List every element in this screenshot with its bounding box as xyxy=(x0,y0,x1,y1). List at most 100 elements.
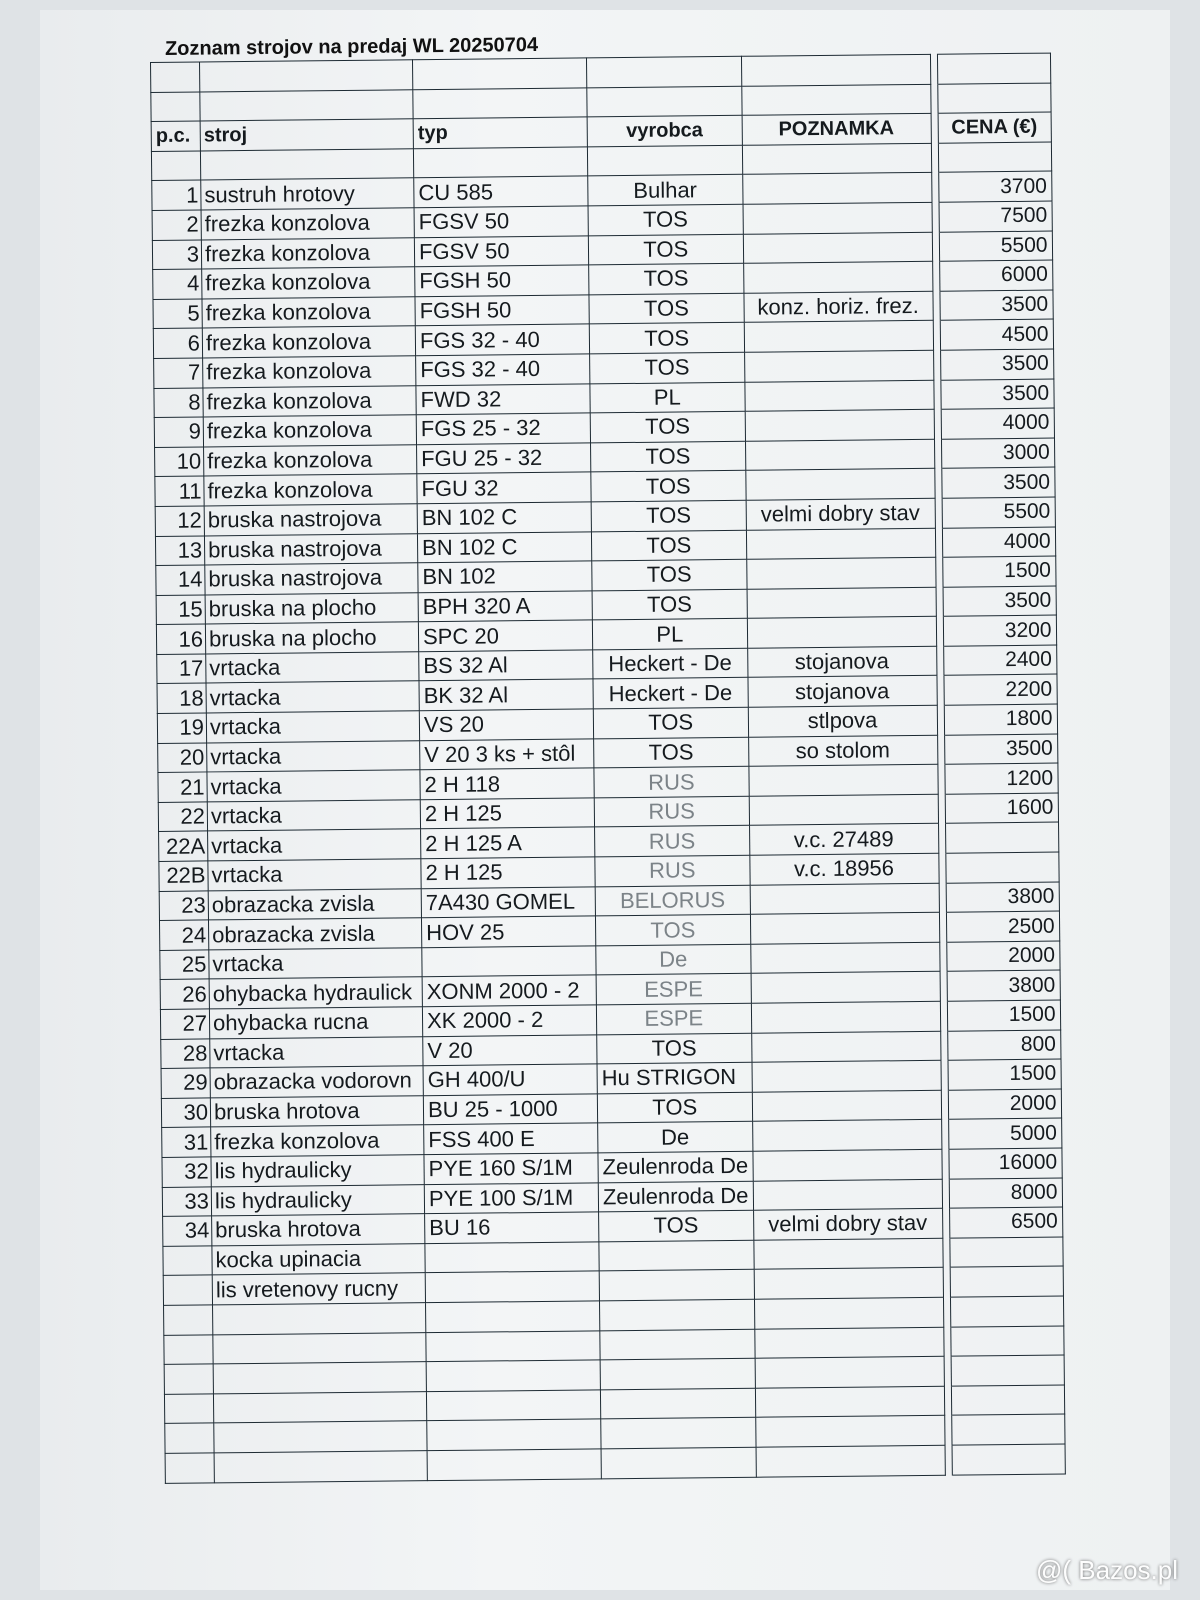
cell-stroj: vrtacka xyxy=(207,858,422,891)
cell-cena: 6500 xyxy=(949,1207,1063,1238)
cell-pc: 24 xyxy=(159,920,209,951)
cell-typ: 2 H 118 xyxy=(419,768,595,800)
cell-pc: 19 xyxy=(157,713,207,744)
cell-pc: 20 xyxy=(157,742,207,773)
cell-stroj: frezka konzolova xyxy=(201,266,415,299)
cell-cena: 5500 xyxy=(938,230,1053,262)
cell-pc: 22 xyxy=(158,801,208,832)
cell-vyrobca: Hu STRIGON xyxy=(597,1062,752,1094)
cell-vyrobca xyxy=(598,1239,754,1272)
cell-cena: 4000 xyxy=(940,408,1055,439)
cell-stroj: frezka konzolova xyxy=(201,296,416,329)
cell-stroj: bruska nastrojova xyxy=(204,503,418,536)
cell-pc: 6 xyxy=(153,328,203,359)
cell-stroj: frezka konzolova xyxy=(210,1125,424,1157)
cell-pc: 33 xyxy=(162,1186,212,1217)
cell-pc: 11 xyxy=(154,476,205,507)
cell-typ: PYE 160 S/1M xyxy=(423,1152,599,1185)
cell-stroj: bruska hrotova xyxy=(210,1095,424,1128)
cell-poznamka: stlpova xyxy=(747,705,938,737)
cell-poznamka xyxy=(752,1119,942,1152)
cell-pc: 16 xyxy=(156,624,206,655)
cell-typ: 2 H 125 xyxy=(420,797,595,830)
cell-typ: V 20 3 ks + stôl xyxy=(419,738,594,770)
cell-vyrobca: TOS xyxy=(590,470,746,502)
cell-poznamka xyxy=(744,350,934,382)
cell-pc: 9 xyxy=(154,417,204,448)
cell-vyrobca: TOS xyxy=(588,293,744,325)
cell-typ: CU 585 xyxy=(413,176,589,208)
cell-typ: PYE 100 S/1M xyxy=(424,1182,599,1214)
cell-vyrobca: TOS xyxy=(595,914,751,946)
cell-cena: 8000 xyxy=(948,1177,1063,1209)
cell-poznamka xyxy=(744,379,934,412)
cell-poznamka xyxy=(750,971,940,1004)
cell-poznamka xyxy=(743,320,934,353)
cell-typ: 2 H 125 xyxy=(420,856,596,889)
cell-stroj: obrazacka zvisla xyxy=(208,888,422,921)
cell-typ: FGSV 50 xyxy=(414,205,589,238)
cell-poznamka: konz. horiz. frez. xyxy=(743,291,933,323)
cell-pc: 17 xyxy=(156,653,207,684)
cell-typ: SPC 20 xyxy=(418,620,593,652)
cell-poznamka: v.c. 18956 xyxy=(749,853,939,885)
cell-stroj: ohybacka hydraulick xyxy=(209,977,423,1009)
cell-cena: 3800 xyxy=(945,881,1059,913)
cell-cena xyxy=(949,1236,1063,1268)
cell-cena: 4000 xyxy=(941,526,1056,558)
header-poznamka: POZNAMKA xyxy=(741,113,931,146)
cell-vyrobca: PL xyxy=(592,618,748,650)
cell-cena: 3500 xyxy=(939,289,1053,321)
cell-vyrobca: TOS xyxy=(593,736,749,769)
cell-pc: 10 xyxy=(154,446,204,477)
cell-pc: 25 xyxy=(159,949,210,980)
cell-pc: 2 xyxy=(152,209,202,241)
cell-stroj: vrtacka xyxy=(209,1036,424,1069)
cell-vyrobca: RUS xyxy=(594,855,750,887)
cell-vyrobca: TOS xyxy=(588,263,744,295)
cell-vyrobca: Heckert - De xyxy=(592,677,748,709)
cell-stroj: frezka konzolova xyxy=(202,385,417,418)
cell-vyrobca: TOS xyxy=(598,1210,754,1242)
cell-cena: 1800 xyxy=(943,704,1058,735)
cell-pc: 30 xyxy=(161,1097,211,1128)
cell-pc: 29 xyxy=(161,1068,211,1099)
cell-vyrobca: Heckert - De xyxy=(592,648,748,680)
cell-pc: 3 xyxy=(152,239,202,270)
cell-stroj: vrtacka xyxy=(206,769,421,802)
cell-typ: FGU 32 xyxy=(416,472,592,504)
cell-pc: 18 xyxy=(157,683,207,714)
cell-typ: V 20 xyxy=(422,1034,598,1066)
cell-cena: 1200 xyxy=(944,763,1058,795)
cell-stroj: bruska hrotova xyxy=(211,1213,425,1246)
cell-typ: BN 102 C xyxy=(417,501,592,534)
cell-cena: 7500 xyxy=(938,201,1052,232)
cell-cena: 1500 xyxy=(942,556,1056,587)
cell-pc: 14 xyxy=(155,565,206,596)
document-title: Zoznam strojov na predaj WL 20250704 xyxy=(164,34,539,60)
paper-sheet xyxy=(40,10,1170,1590)
cell-vyrobca: TOS xyxy=(596,1032,752,1065)
cell-cena: 3500 xyxy=(944,733,1058,765)
cell-cena: 5000 xyxy=(948,1118,1062,1150)
cell-poznamka: v.c. 27489 xyxy=(749,823,939,856)
cell-cena: 2500 xyxy=(945,911,1060,943)
cell-cena xyxy=(945,822,1059,854)
cell-vyrobca xyxy=(599,1269,755,1301)
cell-cena xyxy=(945,852,1059,883)
cell-pc: 22A xyxy=(158,831,208,862)
cell-vyrobca: PL xyxy=(589,381,745,414)
cell-pc: 13 xyxy=(155,535,205,566)
cell-poznamka xyxy=(751,1060,941,1093)
cell-poznamka xyxy=(742,202,932,234)
cell-cena: 3200 xyxy=(942,615,1057,647)
cell-typ: BPH 320 A xyxy=(418,590,593,623)
cell-stroj: frezka konzolova xyxy=(202,326,416,358)
cell-stroj: bruska nastrojova xyxy=(204,533,418,566)
cell-vyrobca: TOS xyxy=(597,1092,753,1124)
cell-poznamka xyxy=(746,616,937,649)
cell-stroj: vrtacka xyxy=(206,710,420,743)
cell-pc: 22B xyxy=(158,860,209,892)
cell-typ: 2 H 125 A xyxy=(420,827,595,859)
cell-vyrobca: ESPE xyxy=(596,973,751,1005)
